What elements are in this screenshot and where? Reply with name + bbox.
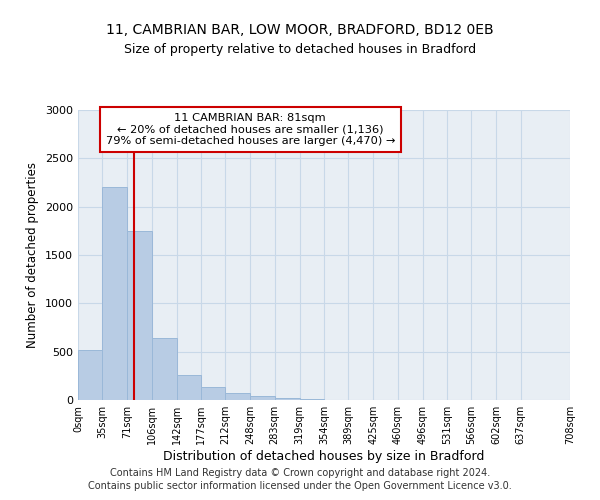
Bar bbox=[78, 350, 103, 400]
Y-axis label: Number of detached properties: Number of detached properties bbox=[26, 162, 40, 348]
Bar bbox=[152, 338, 176, 400]
X-axis label: Distribution of detached houses by size in Bradford: Distribution of detached houses by size … bbox=[163, 450, 485, 463]
Bar bbox=[275, 398, 299, 400]
Text: 11, CAMBRIAN BAR, LOW MOOR, BRADFORD, BD12 0EB: 11, CAMBRIAN BAR, LOW MOOR, BRADFORD, BD… bbox=[106, 22, 494, 36]
Bar bbox=[299, 399, 324, 400]
Bar bbox=[103, 188, 127, 400]
Bar bbox=[127, 231, 152, 400]
Text: Contains public sector information licensed under the Open Government Licence v3: Contains public sector information licen… bbox=[88, 481, 512, 491]
Bar bbox=[201, 388, 226, 400]
Text: Size of property relative to detached houses in Bradford: Size of property relative to detached ho… bbox=[124, 42, 476, 56]
Text: 11 CAMBRIAN BAR: 81sqm
← 20% of detached houses are smaller (1,136)
79% of semi-: 11 CAMBRIAN BAR: 81sqm ← 20% of detached… bbox=[106, 113, 395, 146]
Text: Contains HM Land Registry data © Crown copyright and database right 2024.: Contains HM Land Registry data © Crown c… bbox=[110, 468, 490, 477]
Bar bbox=[226, 393, 250, 400]
Bar bbox=[250, 396, 275, 400]
Bar bbox=[176, 375, 201, 400]
